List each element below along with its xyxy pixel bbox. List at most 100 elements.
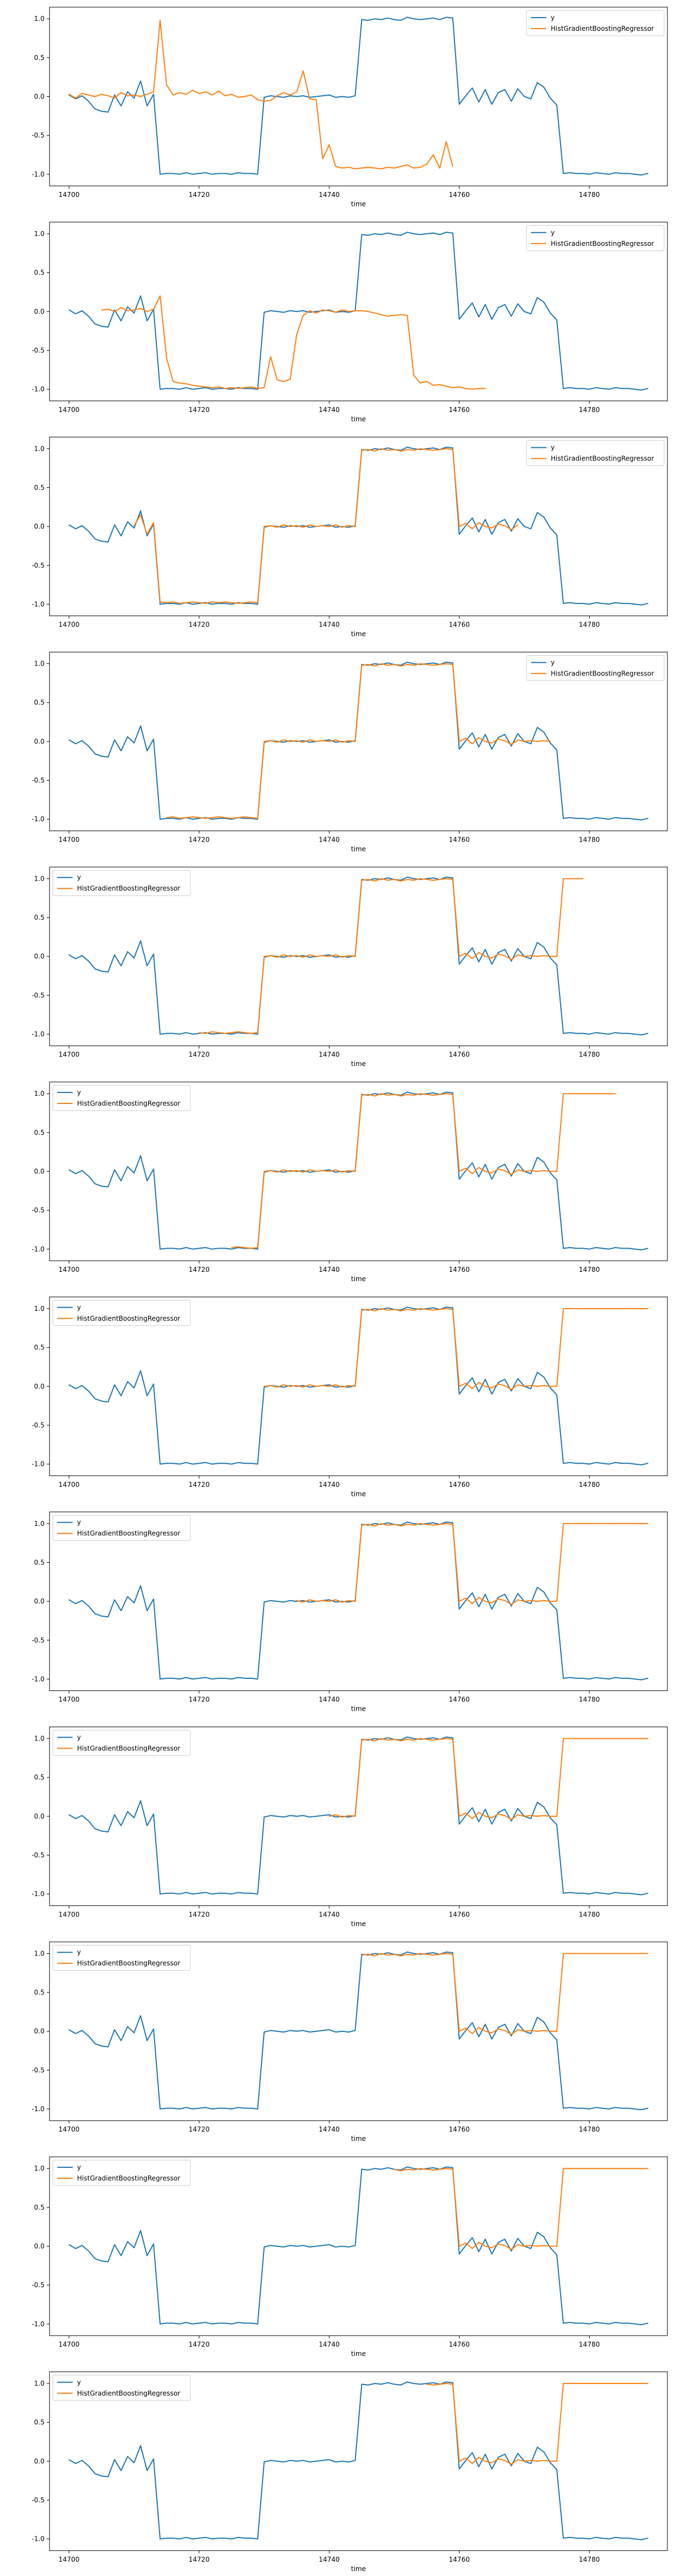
data-point	[647, 2383, 649, 2384]
legend-label: y	[77, 1733, 81, 1741]
data-point	[244, 2107, 245, 2109]
data-point	[244, 817, 245, 819]
data-point	[296, 1600, 298, 1601]
data-point	[589, 1893, 590, 1895]
data-point	[250, 1463, 252, 1464]
data-point	[491, 1608, 492, 1610]
data-point	[478, 1391, 480, 1393]
data-point	[601, 1093, 603, 1095]
data-point	[419, 167, 421, 168]
data-point	[556, 1179, 557, 1180]
data-point	[218, 1032, 220, 1034]
data-point	[628, 1738, 629, 1739]
data-point	[88, 1605, 89, 1607]
data-point	[179, 1463, 180, 1465]
x-tick-label: 14780	[579, 1266, 600, 1273]
data-point	[140, 510, 141, 512]
data-point	[127, 1811, 128, 1812]
legend-label: y	[77, 874, 81, 881]
data-point	[595, 1738, 596, 1739]
data-point	[328, 739, 330, 740]
data-point	[237, 97, 239, 98]
data-point	[94, 1398, 96, 1399]
data-point	[446, 17, 447, 18]
data-point	[393, 2383, 395, 2385]
data-point	[368, 2384, 369, 2386]
data-point	[81, 1600, 83, 1601]
data-point	[153, 1383, 154, 1385]
data-point	[563, 817, 564, 819]
x-tick-label: 14700	[58, 2556, 79, 2563]
data-point	[582, 1678, 584, 1679]
data-point	[543, 1600, 545, 1601]
data-point	[504, 1600, 506, 1601]
data-point	[458, 741, 460, 742]
data-point	[374, 1738, 375, 1739]
data-point	[426, 2168, 428, 2170]
data-point	[120, 1395, 122, 1397]
data-point	[381, 1523, 382, 1524]
y-tick-label: 1.0	[34, 1520, 45, 1528]
data-point	[361, 2383, 363, 2385]
data-point	[640, 174, 642, 176]
data-point	[127, 521, 128, 523]
data-point	[361, 1739, 363, 1741]
data-point	[315, 526, 317, 527]
data-point	[342, 957, 343, 958]
y-tick-label: 0.5	[34, 1989, 45, 1996]
data-point	[485, 1816, 486, 1817]
data-point	[478, 2026, 480, 2028]
data-point	[640, 2539, 642, 2540]
data-point	[68, 739, 70, 740]
data-point	[237, 1246, 239, 1248]
data-point	[439, 878, 441, 880]
data-point	[419, 878, 421, 880]
data-point	[452, 1094, 453, 1095]
data-point	[237, 172, 239, 173]
data-point	[264, 1386, 265, 1387]
data-point	[237, 2536, 239, 2538]
data-point	[146, 1180, 148, 1182]
legend-label: y	[77, 1304, 81, 1311]
data-point	[250, 2537, 252, 2539]
data-point	[296, 1170, 298, 1172]
data-point	[569, 1308, 571, 1309]
x-tick-label: 14720	[189, 1696, 210, 1704]
data-point	[374, 2168, 375, 2169]
data-point	[556, 1386, 557, 1387]
y-tick-label: -1.0	[32, 2320, 45, 2328]
data-point	[491, 318, 492, 320]
data-point	[407, 1736, 408, 1738]
data-point	[127, 951, 128, 953]
data-point	[237, 817, 239, 819]
legend-label: y	[77, 2163, 81, 2171]
data-point	[205, 1462, 206, 1463]
data-point	[309, 957, 310, 958]
data-point	[511, 2249, 512, 2250]
data-point	[478, 522, 480, 523]
data-point	[601, 1892, 603, 1894]
data-point	[172, 2322, 174, 2324]
data-point	[303, 955, 304, 957]
data-point	[68, 1384, 70, 1386]
data-point	[146, 750, 148, 751]
data-point	[589, 2168, 590, 2169]
data-point	[458, 963, 460, 965]
data-point	[393, 1094, 395, 1095]
data-point	[634, 1308, 635, 1309]
data-point	[381, 663, 382, 664]
data-point	[536, 2245, 538, 2247]
data-point	[452, 387, 453, 388]
data-point	[153, 1168, 154, 1170]
data-point	[289, 526, 291, 527]
data-point	[439, 664, 441, 665]
data-point	[289, 955, 291, 957]
data-point	[199, 1248, 200, 1249]
data-point	[601, 1523, 603, 1524]
data-point	[465, 1597, 467, 1599]
y-tick-label: 0.5	[34, 1129, 45, 1136]
data-point	[634, 1738, 635, 1739]
x-tick-label: 14720	[189, 2341, 210, 2348]
data-point	[146, 94, 148, 95]
